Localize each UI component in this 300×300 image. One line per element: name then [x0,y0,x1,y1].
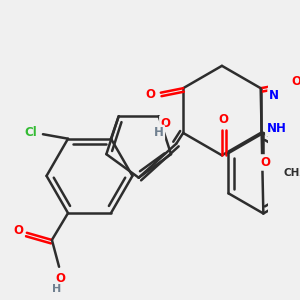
Text: O: O [260,156,270,169]
Text: H: H [154,126,163,140]
Text: O: O [161,117,171,130]
Text: O: O [13,224,23,238]
Text: N: N [269,89,279,102]
Text: O: O [56,272,66,285]
Text: H: H [52,284,61,294]
Text: NH: NH [267,122,287,135]
Text: CH₃: CH₃ [283,168,300,178]
Text: O: O [292,75,300,88]
Text: Cl: Cl [24,126,37,139]
Text: O: O [145,88,155,101]
Text: O: O [219,113,229,126]
